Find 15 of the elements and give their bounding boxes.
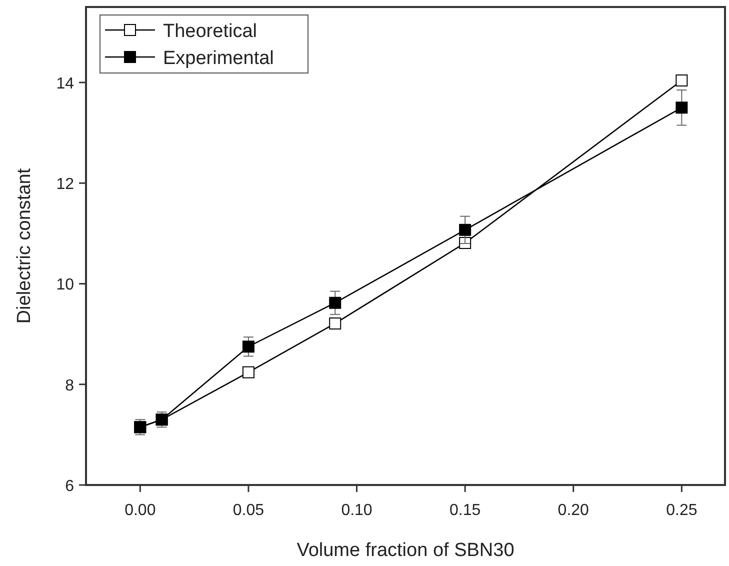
- y-tick-label: 10: [56, 276, 74, 294]
- x-tick-label: 0.15: [449, 502, 481, 519]
- x-tick-label: 0.05: [232, 502, 264, 519]
- legend-label: Experimental: [163, 48, 274, 69]
- x-tick-label: 0.25: [666, 502, 698, 519]
- y-tick-label: 14: [56, 75, 74, 92]
- x-tick-label: 0.00: [124, 502, 156, 519]
- y-tick-label: 8: [65, 377, 74, 394]
- y-axis-title: Dielectric constant: [14, 168, 35, 324]
- x-tick-label: 0.20: [558, 502, 590, 519]
- y-tick-label: 6: [65, 478, 74, 495]
- x-tick-label: 0.10: [341, 502, 372, 519]
- x-axis-title: Volume fraction of SBN30: [296, 540, 514, 561]
- y-tick-label: 12: [56, 176, 74, 194]
- legend-label: Theoretical: [163, 21, 257, 42]
